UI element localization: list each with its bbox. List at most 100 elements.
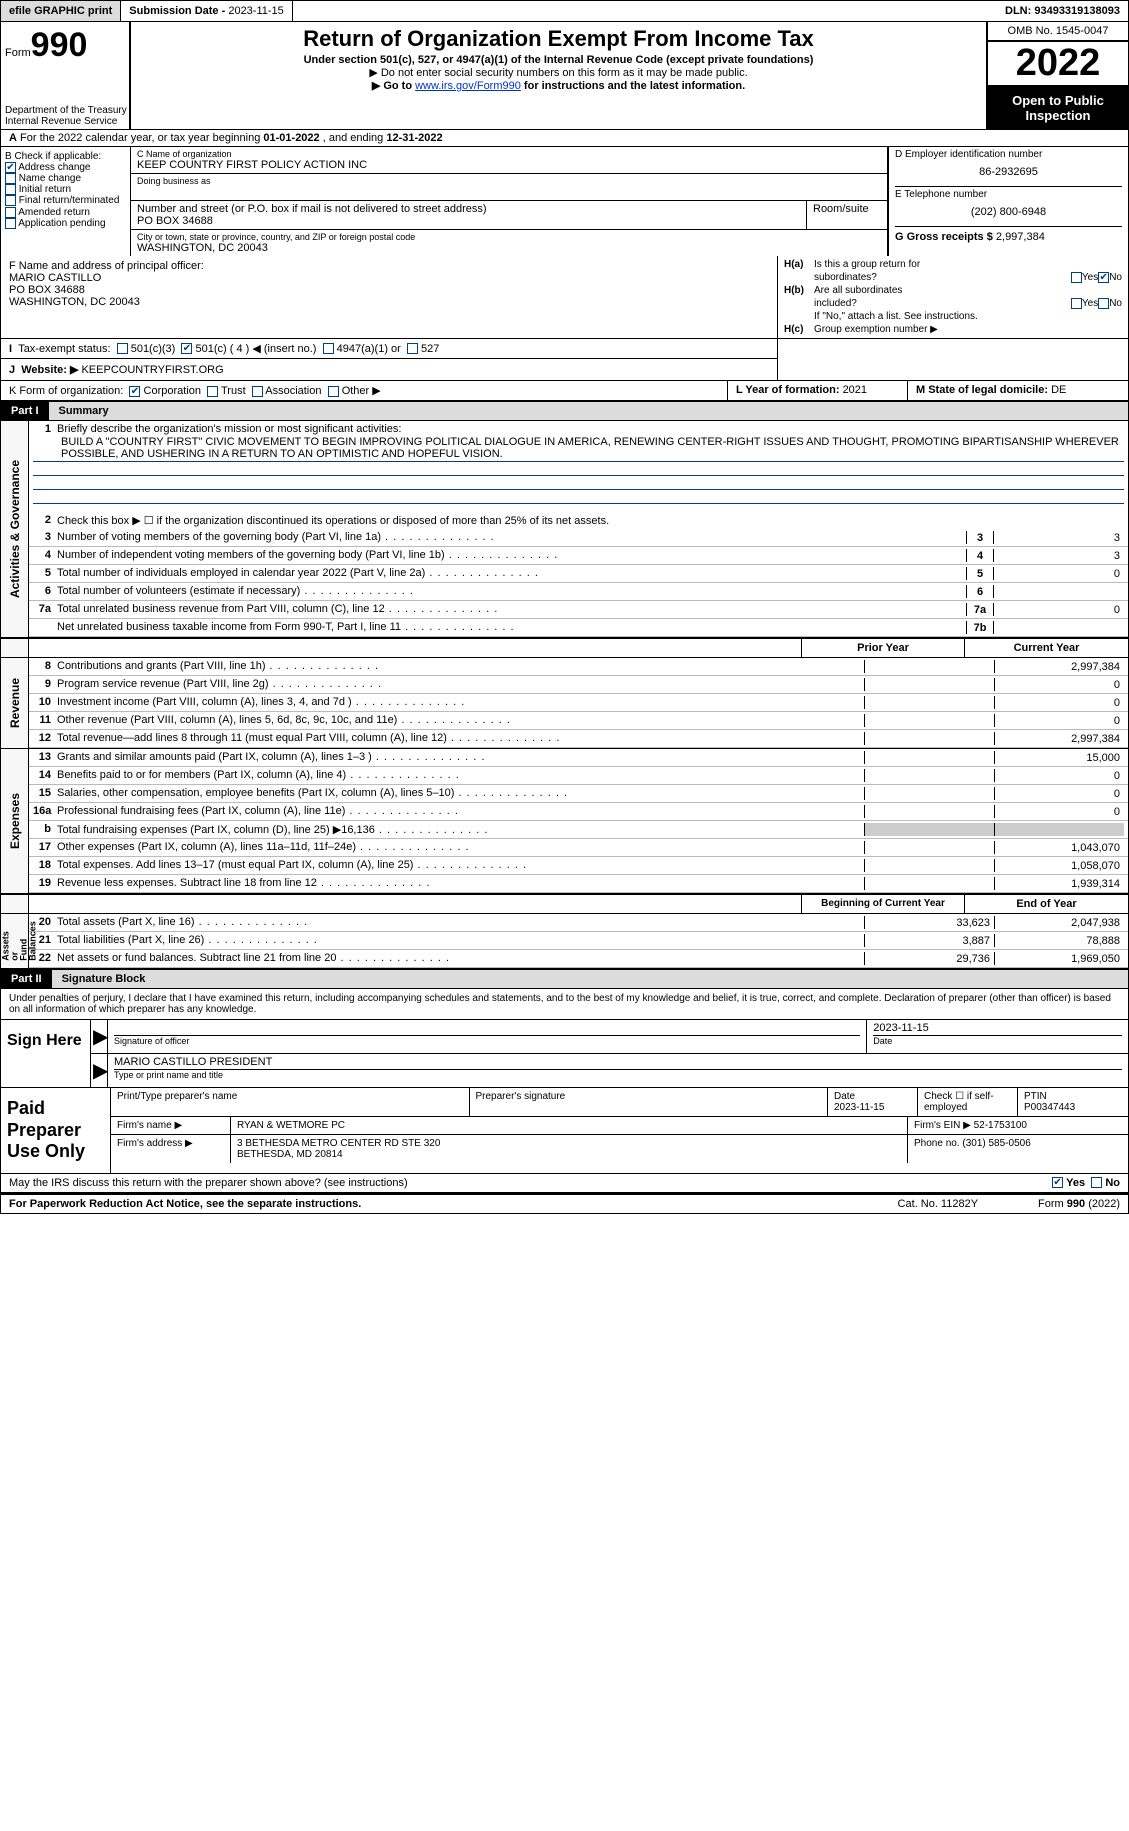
line-text: Total expenses. Add lines 13–17 (must eq… [57, 859, 864, 871]
cbx-b-4[interactable] [5, 207, 16, 218]
self-employed-check[interactable]: Check ☐ if self-employed [918, 1088, 1018, 1116]
discuss-row: May the IRS discuss this return with the… [0, 1174, 1129, 1193]
website: KEEPCOUNTRYFIRST.ORG [81, 364, 223, 376]
current-value: 0 [994, 714, 1124, 727]
arrow-icon: ▶ [91, 1020, 107, 1053]
h-a-yes[interactable] [1071, 272, 1082, 283]
officer-label: F Name and address of principal officer: [9, 260, 769, 272]
org-name-label: C Name of organization [137, 149, 881, 159]
mission-label: Briefly describe the organization's miss… [57, 423, 401, 435]
prior-value [864, 805, 994, 818]
line-text: Program service revenue (Part VIII, line… [57, 678, 864, 690]
form-word: Form [5, 47, 31, 59]
officer-city: WASHINGTON, DC 20043 [9, 296, 769, 308]
form-org-label: K Form of organization: [9, 385, 123, 397]
website-label: Website: ▶ [21, 364, 78, 376]
row-a: A For the 2022 calendar year, or tax yea… [0, 130, 1129, 147]
prior-value [864, 841, 994, 854]
discuss-no[interactable] [1091, 1177, 1102, 1188]
cbx-4947[interactable] [323, 343, 334, 354]
dba-label: Doing business as [137, 176, 881, 186]
vtab-revenue: Revenue [8, 678, 22, 728]
prior-value [864, 714, 994, 727]
vtab-expenses: Expenses [8, 793, 22, 849]
prep-name-label: Print/Type preparer's name [111, 1088, 470, 1116]
prior-value [864, 769, 994, 782]
prior-value [864, 859, 994, 872]
cbx-b-1[interactable] [5, 173, 16, 184]
h-b-no[interactable] [1098, 298, 1109, 309]
current-value: 15,000 [994, 751, 1124, 764]
current-value: 0 [994, 805, 1124, 818]
prior-value [864, 732, 994, 745]
h-b-yes[interactable] [1071, 298, 1082, 309]
line-text: Contributions and grants (Part VIII, lin… [57, 660, 864, 672]
h-a-no[interactable] [1098, 272, 1109, 283]
form990-link[interactable]: www.irs.gov/Form990 [415, 80, 521, 92]
officer-name: MARIO CASTILLO [9, 272, 769, 284]
tax-exempt-label: Tax-exempt status: [18, 343, 110, 355]
prior-value [864, 751, 994, 764]
note-link: ▶ Go to www.irs.gov/Form990 for instruct… [141, 79, 976, 92]
h-b-text: Are all subordinates [814, 285, 1122, 296]
current-value: 1,969,050 [994, 952, 1124, 965]
cbx-b-5[interactable] [5, 218, 16, 229]
form-ref: Form 990 (2022) [1038, 1198, 1120, 1210]
phone-label: E Telephone number [895, 186, 1122, 200]
section-net-assets: Net Assets or Fund Balances 20Total asse… [0, 914, 1129, 969]
cbx-b-2[interactable] [5, 184, 16, 195]
begin-end-header: Beginning of Current Year End of Year [0, 894, 1129, 914]
cbx-trust[interactable] [207, 386, 218, 397]
prep-sig-label: Preparer's signature [470, 1088, 829, 1116]
line-text: Salaries, other compensation, employee b… [57, 787, 864, 799]
hdr-current-year: Current Year [965, 639, 1128, 657]
line-text: Benefits paid to or for members (Part IX… [57, 769, 864, 781]
addr-label: Number and street (or P.O. box if mail i… [137, 203, 800, 215]
phone: (202) 800-6948 [895, 200, 1122, 218]
cbx-b-0[interactable] [5, 162, 16, 173]
cbx-other[interactable] [328, 386, 339, 397]
omb-number: OMB No. 1545-0047 [988, 22, 1128, 42]
current-value: 1,058,070 [994, 859, 1124, 872]
prior-current-header: Prior Year Current Year [0, 638, 1129, 658]
vtab-net-assets: Net Assets or Fund Balances [0, 921, 37, 961]
cat-no: Cat. No. 11282Y [898, 1198, 979, 1210]
firm-name: RYAN & WETMORE PC [231, 1117, 908, 1134]
prior-value [864, 696, 994, 709]
section-expenses: Expenses 13Grants and similar amounts pa… [0, 749, 1129, 894]
efile-print-button[interactable]: efile GRAPHIC print [1, 1, 121, 21]
discuss-yes[interactable] [1052, 1177, 1063, 1188]
current-value: 2,997,384 [994, 732, 1124, 745]
current-value: 1,043,070 [994, 841, 1124, 854]
footer: For Paperwork Reduction Act Notice, see … [0, 1193, 1129, 1214]
form-title: Return of Organization Exempt From Incom… [141, 26, 976, 52]
prep-date: 2023-11-15 [834, 1102, 911, 1113]
firm-addr-label: Firm's address ▶ [111, 1135, 231, 1163]
dept-treasury: Department of the Treasury Internal Reve… [5, 105, 127, 127]
row-f-h: F Name and address of principal officer:… [0, 256, 1129, 339]
line-text: Professional fundraising fees (Part IX, … [57, 805, 864, 817]
room-label: Room/suite [813, 203, 881, 215]
cbx-corp[interactable] [129, 386, 140, 397]
penalty-text: Under penalties of perjury, I declare th… [0, 989, 1129, 1020]
row-i-j: I Tax-exempt status: 501(c)(3) 501(c) ( … [0, 339, 1129, 381]
cbx-b-3[interactable] [5, 195, 16, 206]
submission-date: Submission Date - 2023-11-15 [121, 1, 292, 21]
sign-date: 2023-11-15 [873, 1022, 1122, 1036]
cbx-501c[interactable] [181, 343, 192, 354]
prior-value [864, 660, 994, 673]
tax-year: 2022 [988, 42, 1128, 87]
section-b-to-g: B Check if applicable: Address change Na… [0, 147, 1129, 256]
line-value: 3 [994, 531, 1124, 544]
cbx-527[interactable] [407, 343, 418, 354]
firm-ein: Firm's EIN ▶ 52-1753100 [908, 1117, 1128, 1134]
line-text: Net assets or fund balances. Subtract li… [57, 952, 864, 964]
line-text: Other revenue (Part VIII, column (A), li… [57, 714, 864, 726]
firm-phone: Phone no. (301) 585-0506 [908, 1135, 1128, 1163]
row-k-l-m: K Form of organization: Corporation Trus… [0, 381, 1129, 401]
arrow-icon: ▶ [91, 1054, 107, 1087]
cbx-assoc[interactable] [252, 386, 263, 397]
cbx-501c3[interactable] [117, 343, 128, 354]
line-text: Investment income (Part VIII, column (A)… [57, 696, 864, 708]
current-value: 2,997,384 [994, 660, 1124, 673]
